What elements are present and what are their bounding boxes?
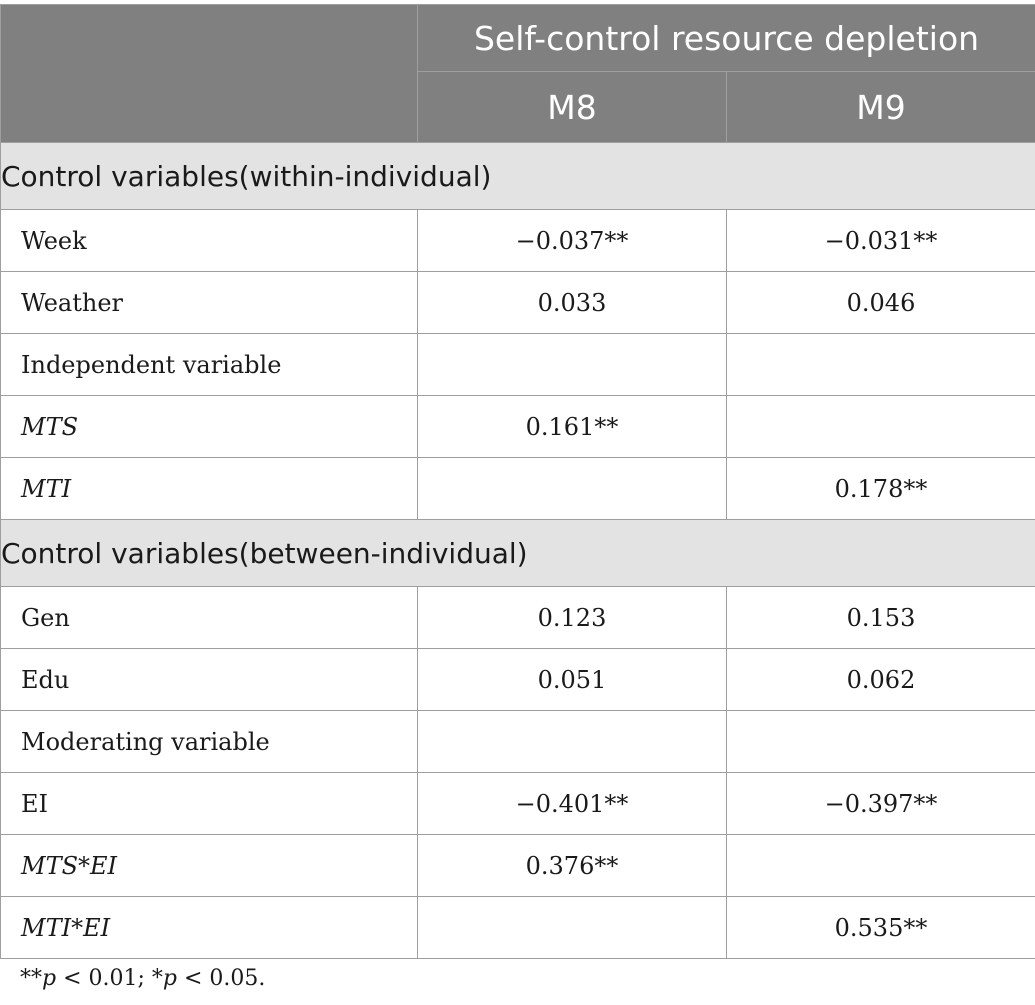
variable-label: Independent variable <box>0 333 418 396</box>
table-row: Independent variable <box>0 333 1035 396</box>
variable-label: MTS <box>0 395 418 458</box>
variable-label: Weather <box>0 271 418 334</box>
m8-coefficient: −0.401** <box>417 772 727 835</box>
footnote-p-1: p <box>42 966 57 991</box>
table-row: Weather 0.033 0.046 <box>0 271 1035 334</box>
group-title: Self-control resource depletion <box>417 4 1035 72</box>
table-body: Control variables(within-individual) Week… <box>0 142 1035 959</box>
m8-coefficient <box>417 457 727 520</box>
table-row: MTI 0.178** <box>0 457 1035 520</box>
variable-label: MTI <box>0 457 418 520</box>
m9-coefficient: 0.046 <box>726 271 1035 334</box>
results-table: Self-control resource depletion M8 M9 Co… <box>0 4 1035 959</box>
section-title: Control variables(within-individual) <box>0 142 1035 210</box>
m8-coefficient: 0.033 <box>417 271 727 334</box>
model-header-m9: M9 <box>726 71 1035 143</box>
significance-footnote: **p < 0.01; *p < 0.05. <box>20 966 265 991</box>
m9-coefficient: 0.153 <box>726 586 1035 649</box>
variable-label: MTI*EI <box>0 896 418 959</box>
section-title: Control variables(between-individual) <box>0 519 1035 587</box>
variable-label: Week <box>0 209 418 272</box>
m8-coefficient <box>417 333 727 396</box>
m9-coefficient <box>726 834 1035 897</box>
variable-label: Edu <box>0 648 418 711</box>
section-header-row: Control variables(within-individual) <box>0 142 1035 210</box>
m9-coefficient: 0.535** <box>726 896 1035 959</box>
table-row: MTI*EI 0.535** <box>0 896 1035 959</box>
header-blank-cell <box>0 4 418 143</box>
section-header-row: Control variables(between-individual) <box>0 519 1035 587</box>
m8-coefficient <box>417 710 727 773</box>
table-row: Edu 0.051 0.062 <box>0 648 1035 711</box>
m9-coefficient: 0.062 <box>726 648 1035 711</box>
header-row-group: Self-control resource depletion <box>0 4 1035 143</box>
m8-coefficient: 0.051 <box>417 648 727 711</box>
table-row: Week −0.037** −0.031** <box>0 209 1035 272</box>
variable-label: Moderating variable <box>0 710 418 773</box>
m9-coefficient: 0.178** <box>726 457 1035 520</box>
model-header-m8: M8 <box>417 71 727 143</box>
m8-coefficient: 0.123 <box>417 586 727 649</box>
m9-coefficient <box>726 710 1035 773</box>
m8-coefficient <box>417 896 727 959</box>
m9-coefficient <box>726 395 1035 458</box>
footnote-stars: ** <box>20 966 42 991</box>
header-row-models: M8 M9 <box>1 71 1035 143</box>
variable-label: EI <box>0 772 418 835</box>
footnote-text-1: < 0.01; * <box>56 966 163 991</box>
table-row: Moderating variable <box>0 710 1035 773</box>
variable-label: MTS*EI <box>0 834 418 897</box>
m8-coefficient: 0.376** <box>417 834 727 897</box>
footnote-p-2: p <box>162 966 177 991</box>
m9-coefficient: −0.397** <box>726 772 1035 835</box>
m8-coefficient: 0.161** <box>417 395 727 458</box>
m8-coefficient: −0.037** <box>417 209 727 272</box>
variable-label: Gen <box>0 586 418 649</box>
footnote-text-2: < 0.05. <box>177 966 266 991</box>
table-row: EI −0.401** −0.397** <box>0 772 1035 835</box>
table-row: MTS*EI 0.376** <box>0 834 1035 897</box>
m9-coefficient <box>726 333 1035 396</box>
table-row: Gen 0.123 0.153 <box>0 586 1035 649</box>
m9-coefficient: −0.031** <box>726 209 1035 272</box>
table-row: MTS 0.161** <box>0 395 1035 458</box>
